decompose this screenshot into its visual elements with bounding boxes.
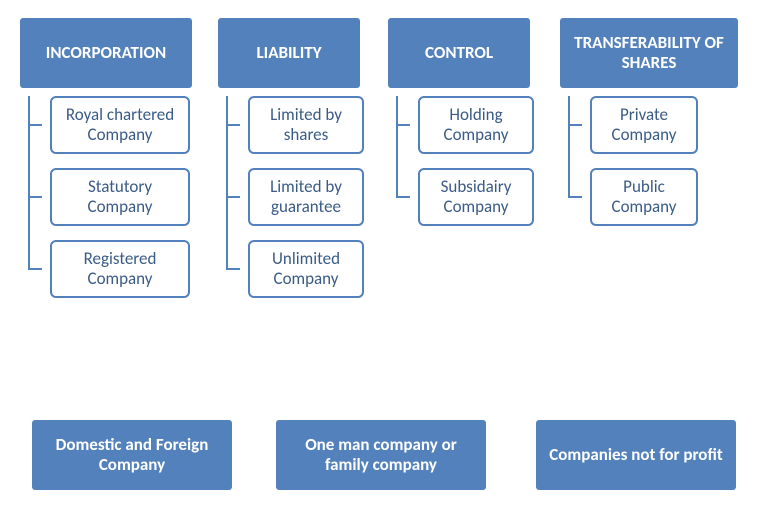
child-control-0: Holding Company: [418, 96, 534, 154]
column-control: CONTROL Holding CompanySubsidairy Company: [388, 18, 530, 240]
child-transferability-0: Private Company: [590, 96, 698, 154]
hconn-liability-1: [226, 196, 240, 198]
child-incorporation-0: Royal chartered Company: [50, 96, 190, 154]
vline-control: [396, 96, 398, 197]
vline-liability: [226, 96, 228, 269]
hconn-control-0: [396, 124, 410, 126]
header-control: CONTROL: [388, 18, 530, 88]
header-incorporation: INCORPORATION: [20, 18, 192, 88]
header-liability: LIABILITY: [218, 18, 360, 88]
company-classification-diagram: INCORPORATION Royal chartered Company Stat…: [0, 0, 776, 523]
child-liability-2: Unlimited Company: [248, 240, 364, 298]
vline-incorporation: [28, 96, 30, 269]
child-liability-1: Limited by guarantee: [248, 168, 364, 226]
bottom-oneman: One man company or family company: [276, 420, 486, 490]
column-transferability: TRANSFERABILITY OF SHARES Private Company…: [560, 18, 738, 240]
bottom-domestic: Domestic and Foreign Company: [32, 420, 232, 490]
children-control: Holding CompanySubsidairy Company: [410, 96, 530, 240]
children-incorporation: Royal chartered Company Statutory Company…: [42, 96, 192, 312]
children-liability: Limited by sharesLimited by guaranteeUnl…: [240, 96, 360, 312]
hconn-liability-0: [226, 124, 240, 126]
bottom-nonprofit: Companies not for profit: [536, 420, 736, 490]
child-incorporation-1: Statutory Company: [50, 168, 190, 226]
hconn-incorporation-0: [28, 124, 42, 126]
column-incorporation: INCORPORATION Royal chartered Company Stat…: [20, 18, 192, 312]
hconn-transferability-0: [568, 124, 582, 126]
children-transferability: Private Company Public Company: [582, 96, 738, 240]
header-transferability: TRANSFERABILITY OF SHARES: [560, 18, 738, 88]
column-liability: LIABILITY Limited by sharesLimited by gua…: [218, 18, 360, 312]
child-liability-0: Limited by shares: [248, 96, 364, 154]
hconn-control-1: [396, 196, 410, 198]
vline-transferability: [568, 96, 570, 197]
child-control-1: Subsidairy Company: [418, 168, 534, 226]
hconn-incorporation-2: [28, 268, 42, 270]
child-transferability-1: Public Company: [590, 168, 698, 226]
hconn-liability-2: [226, 268, 240, 270]
child-incorporation-2: Registered Company: [50, 240, 190, 298]
hconn-incorporation-1: [28, 196, 42, 198]
hconn-transferability-1: [568, 196, 582, 198]
